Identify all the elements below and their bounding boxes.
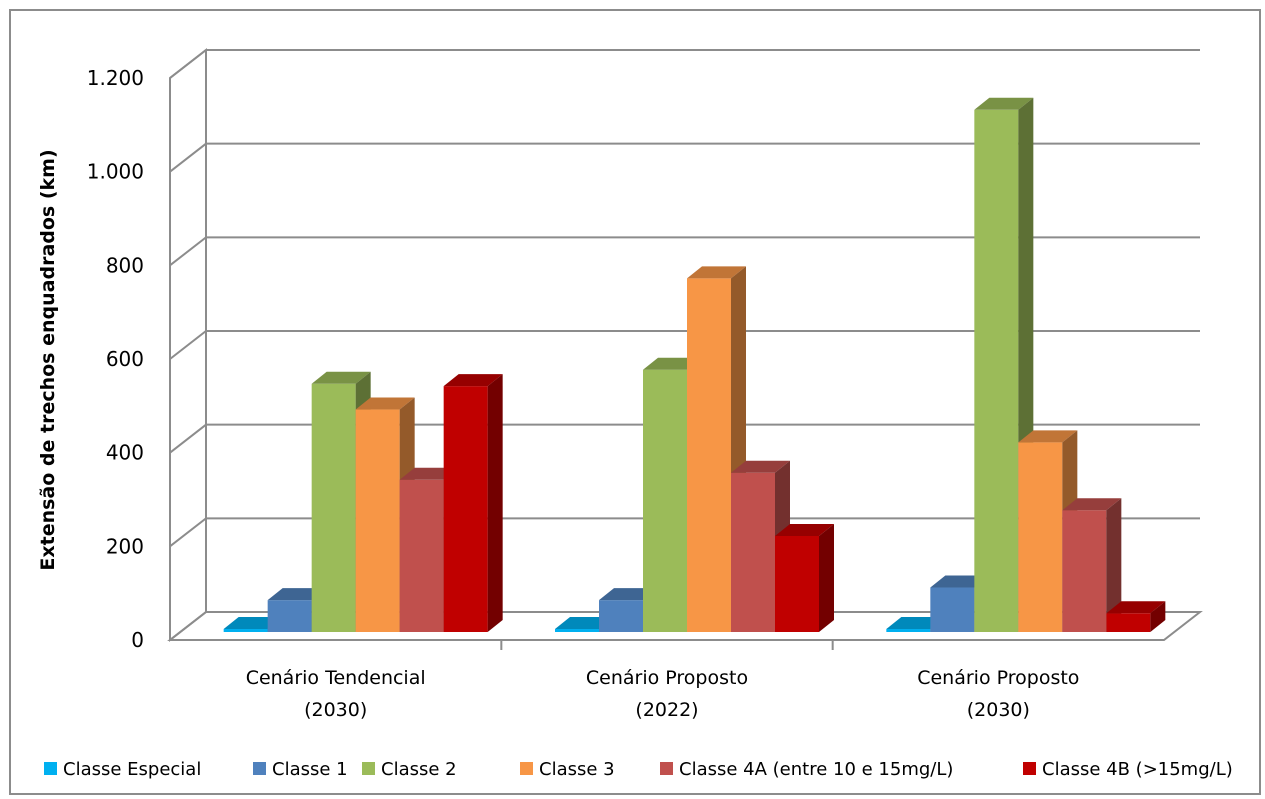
gridline xyxy=(169,517,1200,548)
legend: Classe Especial Classe 1 Classe 2 Classe 3 C… xyxy=(44,759,1233,780)
x-category-label: Cenário Proposto xyxy=(586,667,748,689)
legend-swatch xyxy=(253,762,266,775)
bar-top xyxy=(1018,430,1078,443)
y-axis-title: Extensão de trechos enquadrados (km) xyxy=(37,149,59,570)
y-tick-label: 600 xyxy=(106,347,144,371)
bar-front xyxy=(731,472,775,632)
y-tick-label: 1.200 xyxy=(87,66,144,90)
x-axis-categories: Cenário Tendencial (2030) Cenário Proposto… xyxy=(246,640,1079,721)
bar-front xyxy=(687,278,731,632)
bar xyxy=(443,374,503,632)
y-tick-label: 800 xyxy=(106,253,144,277)
bar-front xyxy=(775,535,819,632)
legend-label: Classe 1 xyxy=(272,759,348,780)
legend-label: Classe 3 xyxy=(539,759,615,780)
bar-front xyxy=(443,386,488,632)
gridlines xyxy=(169,49,1200,641)
bar-side xyxy=(487,374,503,632)
legend-swatch xyxy=(520,762,533,775)
gridline xyxy=(169,330,1200,360)
legend-swatch xyxy=(1023,762,1036,775)
bar-front xyxy=(311,383,356,632)
gridline xyxy=(169,423,1200,454)
bar-side xyxy=(1150,601,1166,632)
bar-side xyxy=(819,523,834,632)
legend-label: Classe 4B (>15mg/L) xyxy=(1042,759,1233,780)
x-category-label: (2022) xyxy=(635,699,698,721)
bar-front xyxy=(599,600,643,632)
bar-top xyxy=(1062,498,1122,511)
gridline xyxy=(169,142,1200,173)
bar-front xyxy=(267,600,312,632)
bar-front xyxy=(1106,613,1151,632)
bar-front xyxy=(643,369,687,632)
bar-top xyxy=(355,397,415,410)
bar-top xyxy=(443,374,503,387)
bar-front xyxy=(355,409,400,632)
bar-front xyxy=(399,479,444,632)
x-category-label: Cenário Tendencial xyxy=(246,667,426,689)
y-axis-ticks: 0 200 400 600 800 1.000 1.200 xyxy=(87,66,144,652)
bar-front xyxy=(1018,442,1063,632)
bar-front xyxy=(974,109,1019,632)
legend-swatch xyxy=(362,762,375,775)
legend-swatch xyxy=(44,762,57,775)
x-category-label: Cenário Proposto xyxy=(917,667,1079,689)
y-tick-label: 200 xyxy=(106,534,144,558)
bar-top xyxy=(974,97,1034,110)
bar-top xyxy=(687,266,746,279)
bar-front xyxy=(223,629,268,632)
x-category-label: (2030) xyxy=(304,699,367,721)
chart-frame xyxy=(9,9,1261,795)
y-tick-label: 1.000 xyxy=(87,160,144,184)
legend-swatch xyxy=(660,762,673,775)
gridline xyxy=(169,49,1200,79)
bar-top xyxy=(311,371,371,384)
bar-side xyxy=(1106,498,1122,632)
bar-front xyxy=(555,629,599,632)
bar xyxy=(775,523,834,632)
bar-top xyxy=(1106,601,1166,614)
bar-front xyxy=(886,629,931,632)
bar-top xyxy=(731,460,790,473)
x-category-label: (2030) xyxy=(967,699,1030,721)
legend-label: Classe 2 xyxy=(381,759,457,780)
legend-label: Classe 4A (entre 10 e 15mg/L) xyxy=(679,759,953,780)
bar-front xyxy=(1062,510,1107,632)
gridline xyxy=(169,236,1200,267)
y-tick-label: 0 xyxy=(131,628,144,652)
legend-label: Classe Especial xyxy=(63,759,201,780)
bar-top xyxy=(775,523,834,536)
y-tick-label: 400 xyxy=(106,441,144,465)
bar-front xyxy=(930,587,975,632)
bar xyxy=(1062,498,1122,632)
bars xyxy=(223,97,1166,632)
bar xyxy=(1106,601,1166,632)
